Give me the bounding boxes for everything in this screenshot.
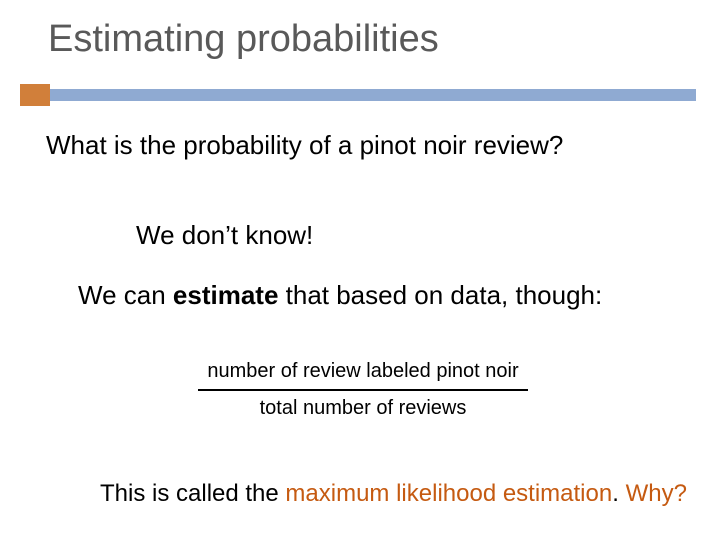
slide: Estimating probabilities What is the pro… — [0, 0, 720, 540]
line-we-dont-know: We don’t know! — [136, 220, 313, 251]
fraction-numerator: number of review labeled pinot noir — [207, 360, 518, 383]
fraction-bar — [198, 389, 528, 391]
fraction: number of review labeled pinot noir tota… — [198, 360, 528, 420]
title-divider — [0, 84, 720, 104]
line-mle: This is called the maximum likelihood es… — [100, 480, 687, 508]
accent-square — [20, 84, 50, 106]
question-text: What is the probability of a pinot noir … — [46, 130, 563, 161]
mle-term: maximum likelihood estimation — [285, 480, 612, 507]
slide-title: Estimating probabilities — [48, 18, 439, 61]
accent-bar — [50, 89, 696, 101]
fraction-denominator: total number of reviews — [260, 397, 467, 420]
line3-dot: . — [612, 480, 625, 507]
line-we-can-estimate: We can estimate that based on data, thou… — [78, 280, 602, 311]
line2-emphasis: estimate — [173, 280, 279, 310]
line3-pre: This is called the — [100, 480, 285, 507]
line2-post: that based on data, though: — [278, 280, 602, 310]
why-text: Why? — [626, 480, 687, 507]
line2-pre: We can — [78, 280, 173, 310]
